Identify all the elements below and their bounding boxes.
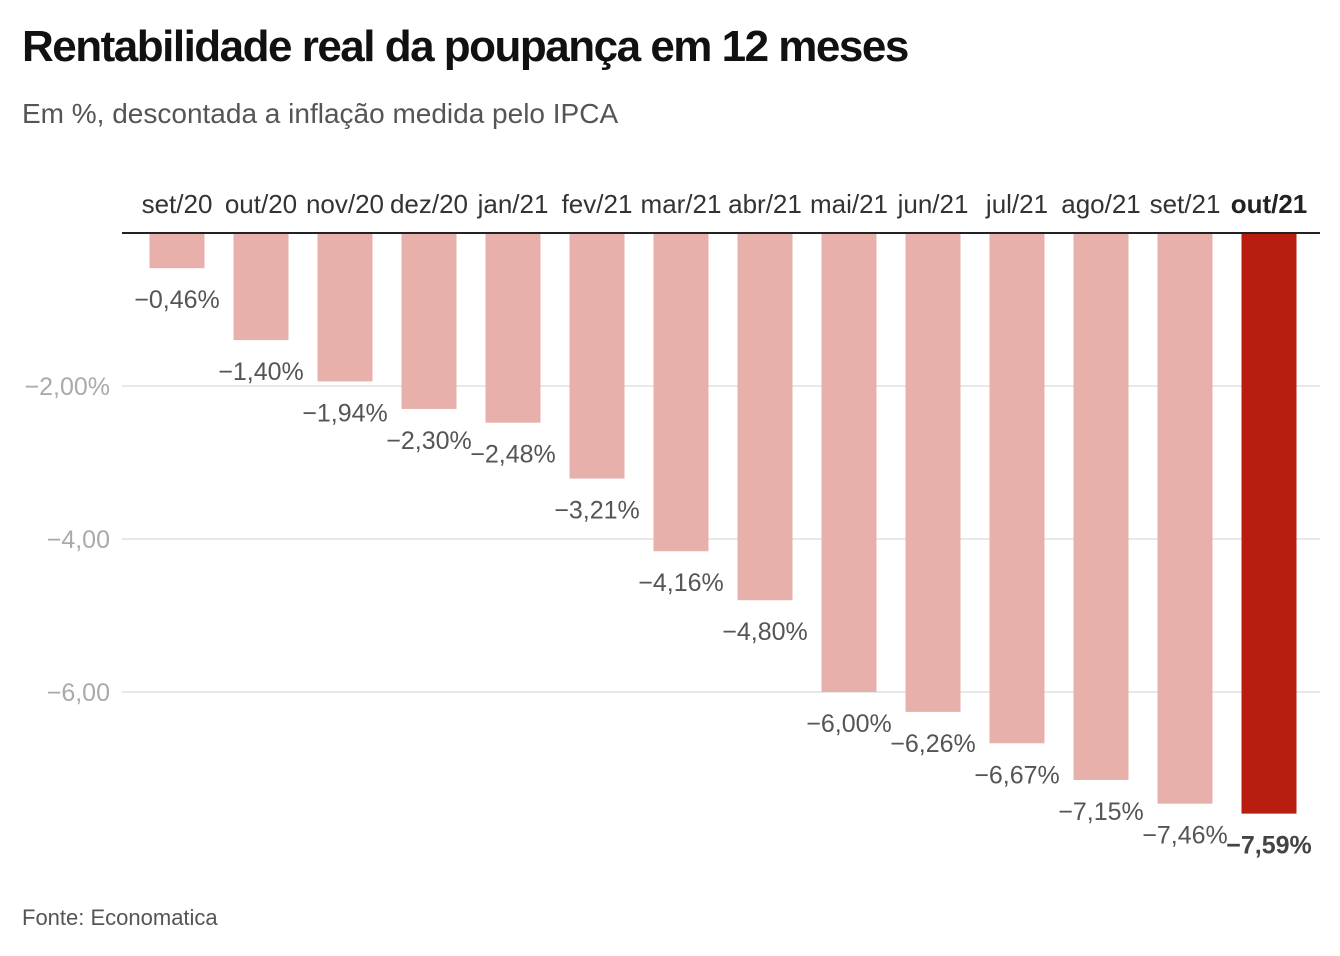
bar xyxy=(485,233,541,423)
bar xyxy=(737,233,793,601)
category-label: fev/21 xyxy=(562,189,633,219)
source-note: Fonte: Economatica xyxy=(22,905,218,930)
value-label: −0,46% xyxy=(134,286,220,314)
chart-subtitle: Em %, descontada a inflação medida pelo … xyxy=(22,98,619,129)
bar xyxy=(569,233,625,479)
bar xyxy=(905,233,961,712)
value-label: −2,48% xyxy=(470,441,556,469)
value-label: −1,94% xyxy=(302,399,388,427)
value-label: −6,26% xyxy=(890,730,976,758)
bar xyxy=(653,233,709,552)
category-label: jul/21 xyxy=(985,189,1048,219)
value-label: −1,40% xyxy=(218,358,304,386)
bar xyxy=(989,233,1045,744)
value-label: −7,59% xyxy=(1226,832,1312,860)
value-label: −4,80% xyxy=(722,618,808,646)
bar xyxy=(821,233,877,692)
value-label: −6,67% xyxy=(974,761,1060,789)
y-tick-label: −4,00 xyxy=(47,526,110,554)
category-label: nov/20 xyxy=(306,189,384,219)
bar xyxy=(1241,233,1297,814)
category-label: dez/20 xyxy=(390,189,468,219)
category-label: out/21 xyxy=(1231,189,1308,219)
bar xyxy=(1157,233,1213,804)
chart-title: Rentabilidade real da poupança em 12 mes… xyxy=(22,22,909,71)
bar xyxy=(317,233,373,382)
category-label: abr/21 xyxy=(728,189,802,219)
category-label: jun/21 xyxy=(897,189,969,219)
y-tick-label: −6,00 xyxy=(47,679,110,707)
value-label: −6,00% xyxy=(806,710,892,738)
bar xyxy=(401,233,457,409)
y-tick-label: −2,00% xyxy=(25,373,111,401)
category-label: out/20 xyxy=(225,189,297,219)
value-label: −7,15% xyxy=(1058,798,1144,826)
category-label: mai/21 xyxy=(810,189,888,219)
category-label: ago/21 xyxy=(1061,189,1141,219)
value-label: −7,46% xyxy=(1142,822,1228,850)
value-label: −3,21% xyxy=(554,497,640,525)
value-label: −4,16% xyxy=(638,569,724,597)
bar xyxy=(233,233,289,341)
category-label: mar/21 xyxy=(641,189,722,219)
value-label: −2,30% xyxy=(386,427,472,455)
bar xyxy=(1073,233,1129,780)
category-label: jan/21 xyxy=(477,189,549,219)
category-label: set/20 xyxy=(142,189,213,219)
bar xyxy=(149,233,205,269)
category-label: set/21 xyxy=(1150,189,1221,219)
